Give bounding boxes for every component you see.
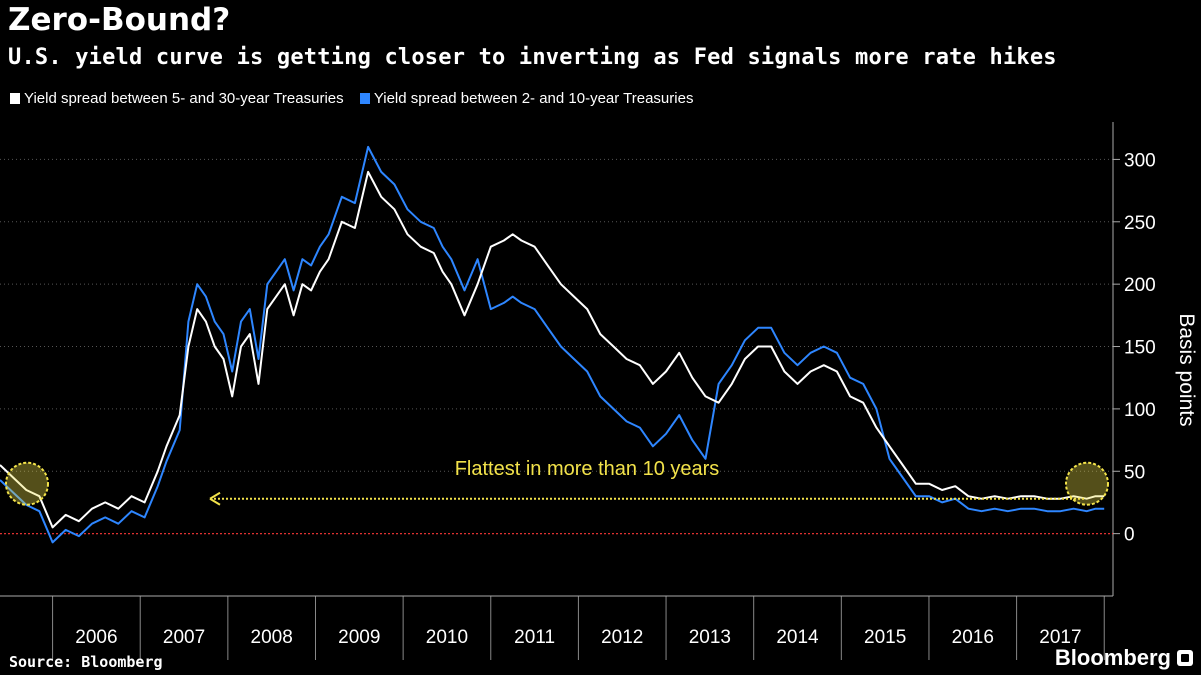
x-tick-label: 2014 bbox=[776, 627, 819, 648]
x-tick-label: 2015 bbox=[864, 627, 906, 648]
brand-text: Bloomberg bbox=[1054, 645, 1171, 670]
legend-swatch-white bbox=[10, 93, 20, 104]
chart-subtitle: U.S. yield curve is getting closer to in… bbox=[8, 45, 1057, 70]
y-tick-label: 250 bbox=[1124, 213, 1156, 234]
x-tick-label: 2013 bbox=[689, 627, 731, 648]
x-tick-label: 2006 bbox=[75, 627, 117, 648]
annotation-arrow-head bbox=[209, 491, 221, 506]
y-axis-label: Basis points bbox=[1175, 313, 1198, 426]
x-tick-label: 2017 bbox=[1039, 627, 1081, 648]
series-line-2-10 bbox=[0, 145, 1105, 544]
x-tick-label: 2008 bbox=[251, 627, 293, 648]
legend-item-2-10: Yield spread between 2- and 10-year Trea… bbox=[359, 90, 694, 107]
legend-swatch-blue bbox=[359, 93, 370, 104]
y-tick-label: 150 bbox=[1124, 338, 1156, 359]
y-tick-label: 200 bbox=[1124, 275, 1156, 296]
x-tick-label: 2007 bbox=[163, 627, 205, 648]
brand-logo: Bloomberg bbox=[1055, 645, 1193, 671]
y-tick-label: 300 bbox=[1124, 150, 1156, 171]
annotation-label: Flattest in more than 10 years bbox=[455, 458, 720, 480]
x-tick-label: 2009 bbox=[338, 627, 380, 648]
series-line-5-30 bbox=[0, 170, 1105, 529]
legend: Yield spread between 5- and 30-year Trea… bbox=[10, 90, 705, 108]
legend-item-5-30: Yield spread between 5- and 30-year Trea… bbox=[10, 90, 344, 107]
x-tick-label: 2016 bbox=[952, 627, 994, 648]
legend-label: Yield spread between 2- and 10-year Trea… bbox=[373, 90, 694, 107]
highlight-circle-2017 bbox=[1065, 461, 1109, 506]
x-tick-label: 2012 bbox=[601, 627, 643, 648]
chart-title: Zero-Bound? bbox=[8, 2, 231, 38]
brand-icon bbox=[1177, 650, 1193, 666]
x-tick-label: 2010 bbox=[426, 627, 468, 648]
x-tick-label: 2011 bbox=[514, 627, 555, 648]
legend-label: Yield spread between 5- and 30-year Trea… bbox=[24, 90, 344, 107]
y-tick-label: 50 bbox=[1124, 462, 1145, 483]
source-note: Source: Bloomberg bbox=[9, 653, 163, 671]
y-tick-label: 0 bbox=[1124, 525, 1135, 546]
y-tick-label: 100 bbox=[1124, 400, 1156, 421]
highlight-circle-2005 bbox=[5, 461, 49, 506]
